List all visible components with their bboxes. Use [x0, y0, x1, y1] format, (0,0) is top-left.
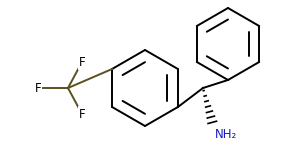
Text: F: F	[79, 108, 85, 120]
Text: NH₂: NH₂	[215, 128, 237, 141]
Text: F: F	[79, 55, 85, 69]
Text: F: F	[35, 82, 41, 95]
